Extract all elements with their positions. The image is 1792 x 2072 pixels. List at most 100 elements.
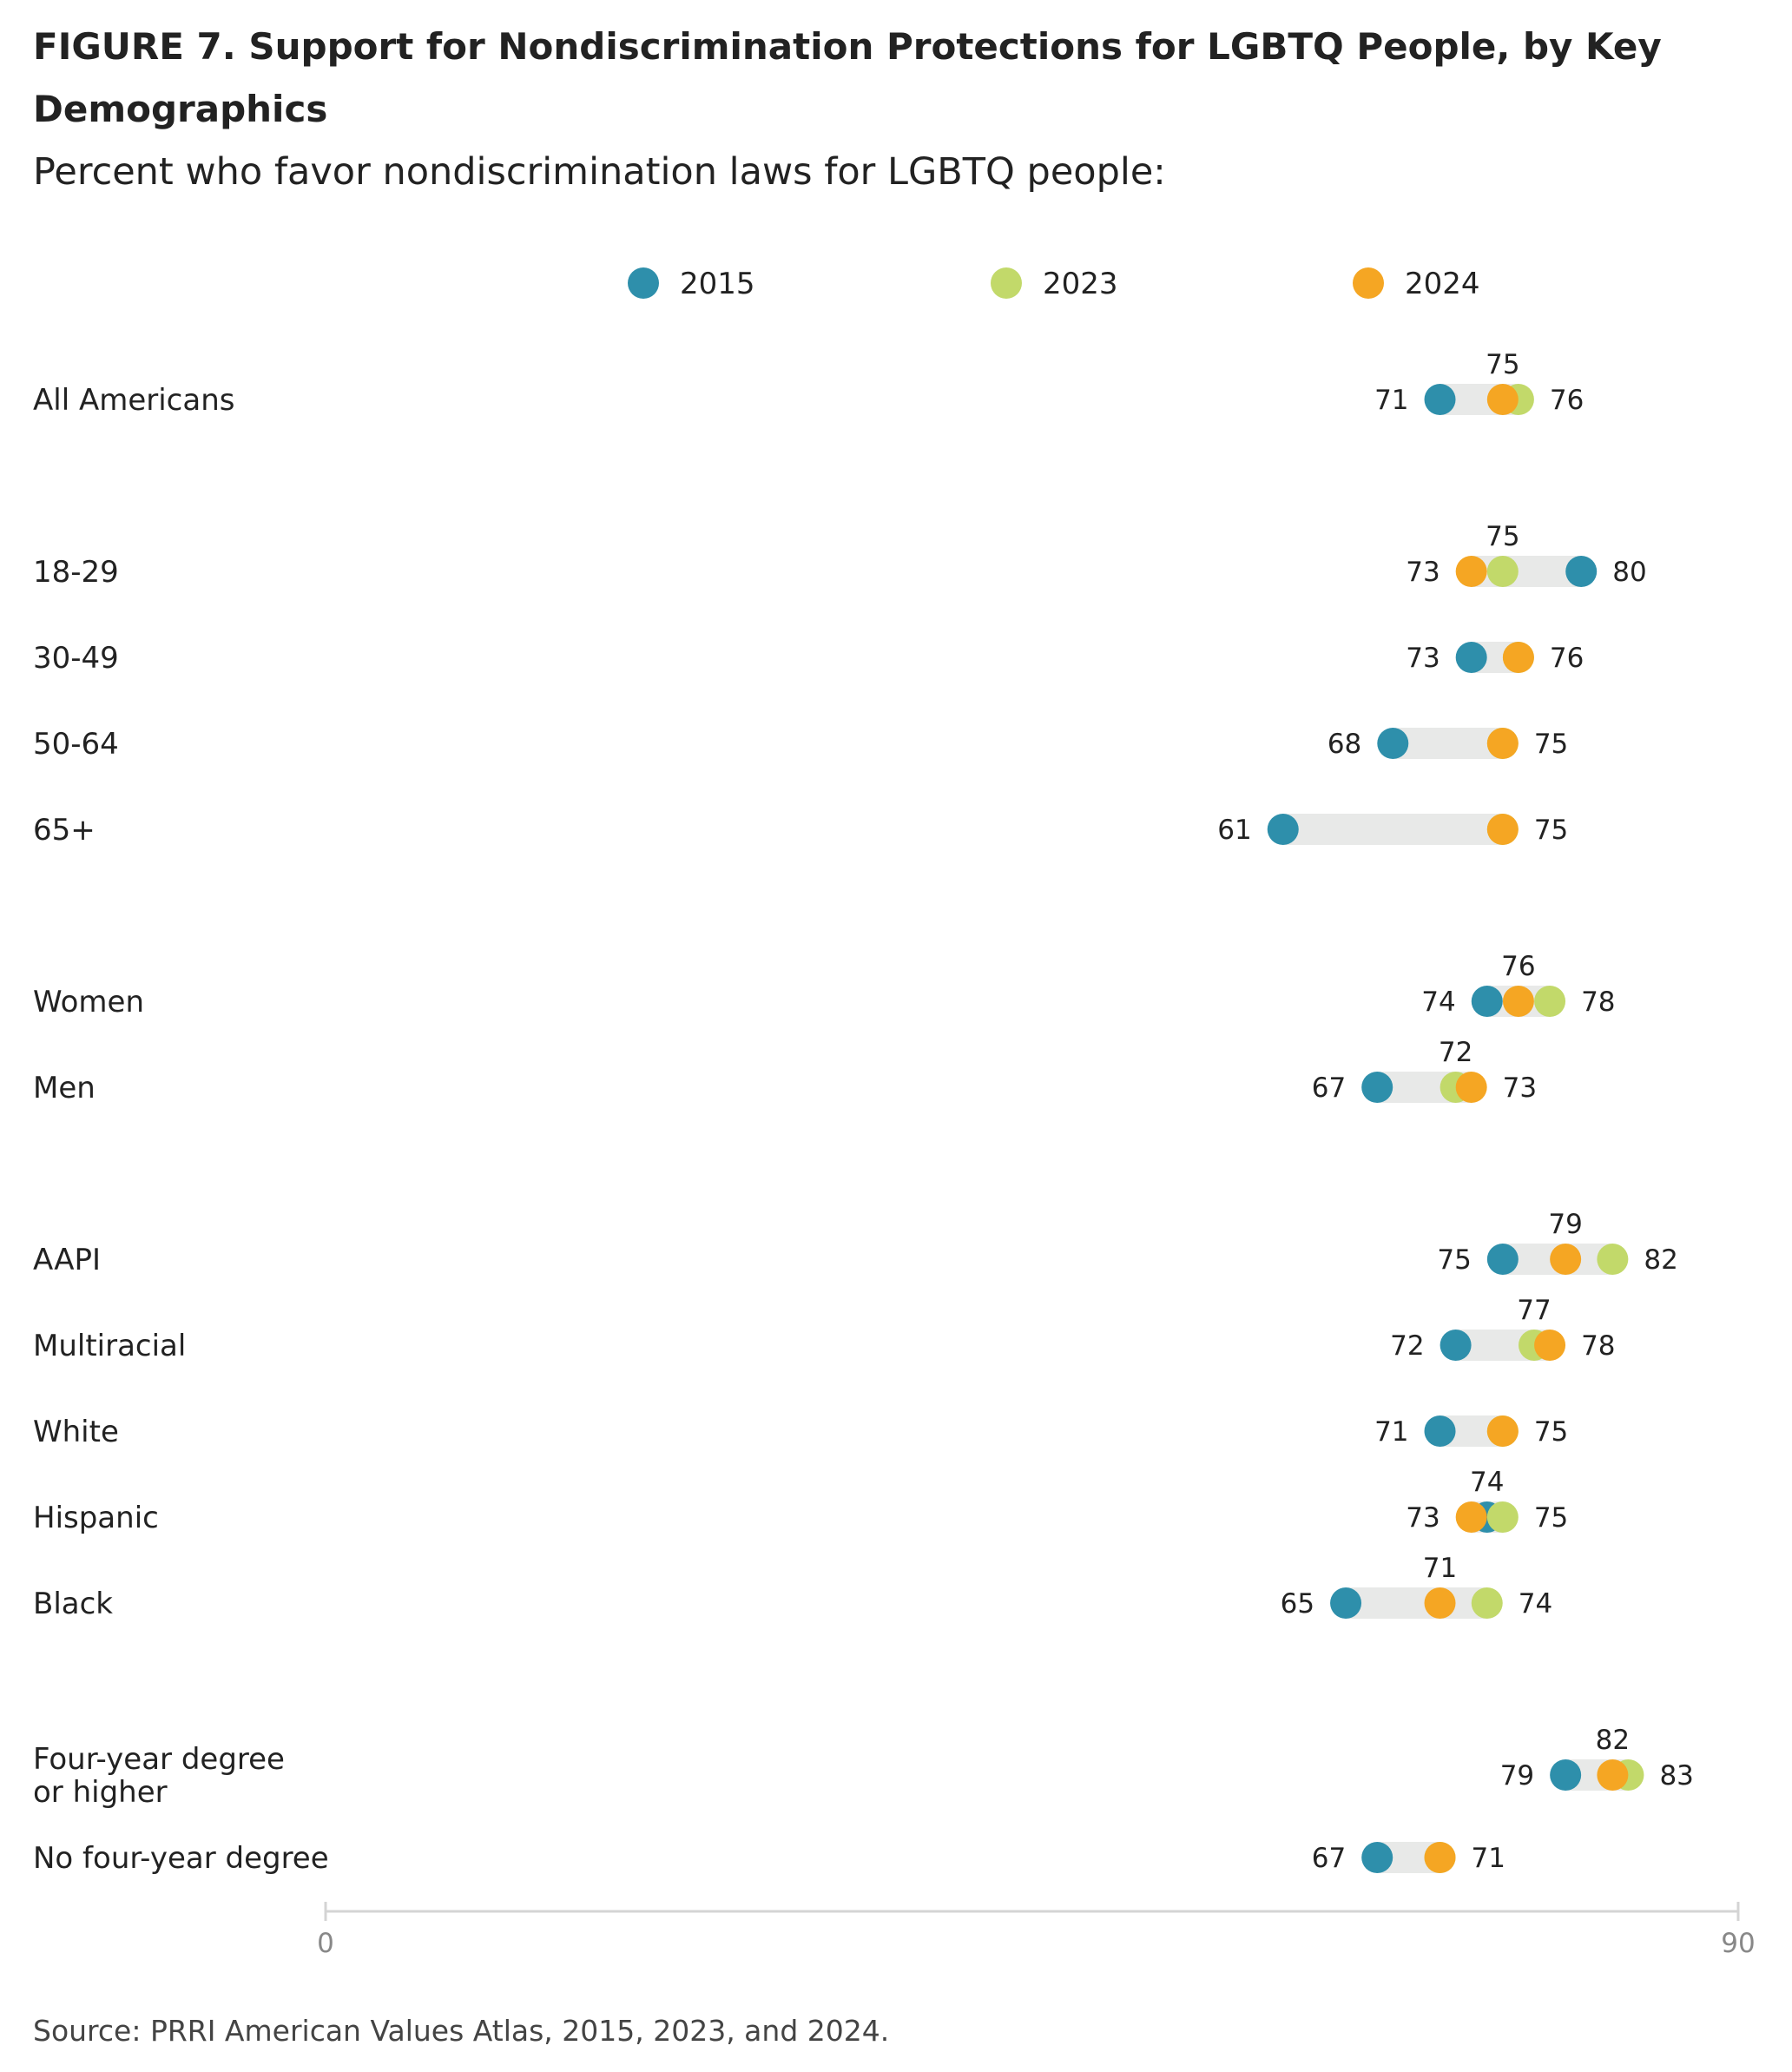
dot-2015 (1440, 1330, 1472, 1361)
dot-2024 (1424, 1842, 1456, 1873)
row-label: Black (33, 1587, 113, 1621)
row-30-49: 30-49 73 76 (33, 641, 1584, 676)
value-label-2023: 75 (1486, 521, 1519, 552)
x-tick-label: 90 (1721, 1928, 1755, 1959)
value-label-2023: 83 (1659, 1760, 1693, 1792)
dot-2024 (1455, 556, 1487, 587)
dot-2023 (1471, 1587, 1503, 1619)
row-label: Hispanic (33, 1501, 159, 1535)
source-note: Source: PRRI American Values Atlas, 2015… (33, 2014, 889, 2048)
dot-2024 (1550, 1244, 1582, 1275)
dot-2024 (1455, 1501, 1487, 1533)
range-bar (1393, 728, 1503, 759)
value-label-2015: 73 (1406, 643, 1440, 674)
value-label-2015: 61 (1217, 815, 1251, 846)
x-tick-label: 0 (317, 1928, 334, 1959)
legend-label-2023: 2023 (1043, 267, 1118, 301)
dot-2024 (1455, 1072, 1487, 1103)
value-label-2023: 77 (1517, 1295, 1551, 1326)
row-50-64: 50-64 68 75 (33, 727, 1568, 762)
value-label-2015: 74 (1470, 1467, 1504, 1498)
row-label: Multiracial (33, 1329, 186, 1363)
value-label-2024: 73 (1406, 1502, 1440, 1534)
row-aapi: AAPI 75 82 79 (33, 1209, 1678, 1277)
value-label-2015: 68 (1328, 729, 1361, 760)
value-label-2015: 75 (1437, 1244, 1471, 1276)
value-label-2024: 71 (1423, 1553, 1457, 1584)
value-label-2023: 78 (1581, 987, 1615, 1018)
value-label-2015: 72 (1390, 1330, 1424, 1362)
dot-2024 (1486, 384, 1519, 415)
dot-2015 (1455, 642, 1487, 673)
value-label-2023: 75 (1534, 1502, 1568, 1534)
value-label-2015: 67 (1312, 1072, 1346, 1104)
dot-2015 (1361, 1842, 1393, 1873)
value-label-2024: 76 (1501, 951, 1535, 982)
value-label-2024: 73 (1503, 1072, 1537, 1104)
dot-2023 (1486, 1501, 1519, 1533)
value-label-2015: 71 (1374, 1416, 1408, 1448)
value-label-2024: 75 (1486, 349, 1519, 380)
row-label: 65+ (33, 813, 96, 848)
legend-marker-2024 (1353, 267, 1384, 299)
row-65: 65+ 61 75 (33, 813, 1568, 848)
value-label-2015: 80 (1612, 557, 1646, 588)
dot-2015 (1424, 1415, 1456, 1447)
row-label: Men (33, 1071, 96, 1105)
dot-2015 (1471, 986, 1503, 1017)
dot-2015 (1377, 728, 1409, 759)
value-label-2024: 82 (1596, 1725, 1630, 1756)
row-18-29: 18-29 73 80 75 (33, 521, 1647, 590)
row-label-line-2: or higher (33, 1775, 168, 1810)
row-label: No four-year degree (33, 1841, 329, 1876)
value-label-2023: 72 (1439, 1037, 1472, 1068)
value-label-2024: 75 (1534, 815, 1568, 846)
legend-label-2024: 2024 (1405, 267, 1480, 301)
dot-2015 (1330, 1587, 1362, 1619)
legend-marker-2015 (628, 267, 659, 299)
dot-2015 (1565, 556, 1598, 587)
row-label: 50-64 (33, 727, 119, 762)
row-label-line-1: Four-year degree (33, 1742, 285, 1777)
value-label-2024: 73 (1406, 557, 1440, 588)
value-label-2015: 71 (1374, 385, 1408, 416)
legend-label-2015: 2015 (680, 267, 755, 301)
row-label: AAPI (33, 1243, 101, 1277)
value-label-2015: 79 (1500, 1760, 1534, 1792)
dot-2015 (1486, 1244, 1519, 1275)
dot-2015 (1424, 384, 1456, 415)
dot-2024 (1502, 986, 1534, 1017)
chart-title-line-2: Demographics (33, 88, 327, 130)
dot-2015 (1550, 1759, 1582, 1791)
dot-2024 (1424, 1587, 1456, 1619)
row-no-four-year-degree: No four-year degree 67 71 (33, 1841, 1505, 1876)
value-label-2023: 74 (1519, 1588, 1552, 1620)
dot-2023 (1597, 1244, 1629, 1275)
dot-2024 (1486, 814, 1519, 845)
x-axis: 0 90 (317, 1902, 1756, 1959)
chart-title-line-1: FIGURE 7. Support for Nondiscrimination … (33, 25, 1662, 68)
legend: 2015 2023 2024 (628, 267, 1480, 301)
value-label-2024: 78 (1581, 1330, 1615, 1362)
row-multiracial: Multiracial 72 78 77 (33, 1295, 1616, 1363)
value-label-2024: 75 (1534, 1416, 1568, 1448)
dot-2024 (1502, 642, 1534, 673)
dot-2024 (1597, 1759, 1629, 1791)
row-label: 18-29 (33, 555, 119, 590)
row-black: Black 65 74 71 (33, 1553, 1552, 1621)
value-label-2015: 67 (1312, 1843, 1346, 1874)
value-label-2023: 76 (1550, 385, 1584, 416)
dot-2024 (1534, 1330, 1566, 1361)
value-label-2024: 71 (1472, 1843, 1505, 1874)
dot-2015 (1361, 1072, 1393, 1103)
row-label: Women (33, 985, 144, 1020)
row-label: White (33, 1415, 119, 1449)
data-rows: All Americans 71 76 75 18-29 73 80 75 30-49 73 76 5… (33, 349, 1694, 1876)
value-label-2015: 65 (1281, 1588, 1314, 1620)
row-white: White 71 75 (33, 1415, 1568, 1449)
dot-2023 (1534, 986, 1566, 1017)
row-women: Women 74 78 76 (33, 951, 1616, 1020)
